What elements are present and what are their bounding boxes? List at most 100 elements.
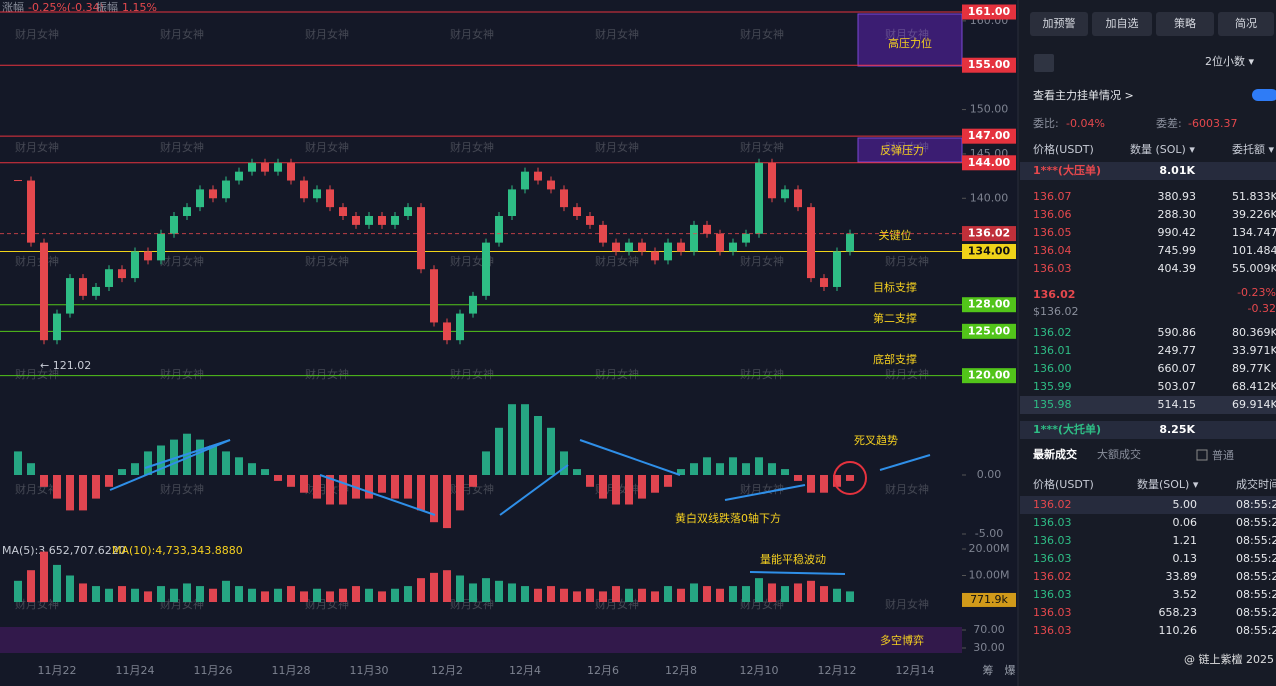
macd-bar: [495, 427, 503, 475]
price-cell: 136.00: [1033, 362, 1072, 375]
decimals-select: 2位小数 ▾: [1205, 54, 1254, 68]
level-box: [962, 128, 1016, 144]
candle: [144, 251, 152, 261]
button-bg: [1218, 12, 1274, 36]
annotation: 关键位: [879, 228, 912, 242]
macd-bar: [742, 463, 750, 475]
macd-bar: [209, 445, 217, 475]
macd-bar: [703, 457, 711, 475]
macd-bar: [443, 475, 451, 529]
trade-qty: 0.13: [1173, 552, 1198, 565]
header-label: 振幅: [96, 0, 118, 14]
candle: [105, 269, 113, 287]
macd-bar: [521, 404, 529, 475]
macd-bar: [638, 475, 646, 499]
volume-bar: [729, 586, 737, 602]
volume-bar: [612, 586, 620, 602]
candle: [274, 162, 282, 172]
main-orders-link: 查看主力挂单情况 >: [1033, 88, 1134, 102]
button-bg: [1030, 12, 1088, 36]
amount-cell: 33.971K: [1232, 344, 1276, 357]
level-box: [962, 368, 1016, 384]
arrow: [749, 571, 846, 575]
macd-bar: [131, 463, 139, 475]
watermark: 财月女神: [305, 254, 349, 268]
volume-bar: [391, 588, 399, 602]
corner-icon: 筹: [983, 663, 994, 677]
volume-bar: [534, 588, 542, 602]
macd-bar: [404, 475, 412, 499]
macd-bar: [248, 463, 256, 475]
volume-bar: [482, 578, 490, 602]
trade-time: 08:55:28: [1236, 552, 1276, 565]
volume-bar: [53, 564, 61, 602]
volume-bar: [105, 588, 113, 602]
volume-bar: [495, 580, 503, 602]
volume-bar: [157, 586, 165, 602]
macd-bar: [547, 427, 555, 475]
button-bg: [1092, 12, 1152, 36]
macd-bar: [66, 475, 74, 511]
level-label: 155.00: [968, 58, 1011, 71]
candle: [79, 278, 87, 296]
macd-bar: [482, 451, 490, 475]
level-label: 125.00: [968, 324, 1011, 337]
level-label: 147.00: [968, 129, 1011, 142]
annotation: 死叉趋势: [854, 434, 898, 447]
amount-cell: 101.484K: [1232, 244, 1276, 257]
header-value: -0.25%(-0.34): [28, 1, 104, 14]
date-label: 12月14: [896, 664, 935, 677]
watermark: 财月女神: [15, 140, 59, 154]
book-header: 委托额 ▾: [1232, 142, 1274, 156]
date-label: 11月28: [272, 664, 311, 677]
volume-bar: [118, 586, 126, 602]
volume-bar: [339, 588, 347, 602]
watermark: 财月女神: [740, 482, 784, 496]
volume-bar: [625, 588, 633, 602]
amount-cell: 69.914K: [1232, 398, 1276, 411]
diff-value: -6003.37: [1188, 117, 1237, 130]
date-label: 12月2: [431, 664, 463, 677]
annotation: 黄白双线跌落0轴下方: [675, 511, 781, 525]
watermark: 财月女神: [450, 140, 494, 154]
watermark: 财月女神: [15, 482, 59, 496]
trade-time: 08:55:29: [1236, 516, 1276, 529]
macd-tick-label: -5.00: [975, 527, 1003, 540]
macd-bar: [430, 475, 438, 523]
macd-bar: [417, 475, 425, 511]
last-change-pct: -0.23%: [1237, 286, 1276, 299]
candle: [365, 216, 373, 225]
zone-label: 反弹压力: [880, 143, 924, 157]
toolbar-button: 加自选: [1106, 17, 1139, 30]
macd-tick-label: 0.00: [977, 468, 1002, 481]
arrow: [144, 439, 231, 469]
candle: [443, 322, 451, 341]
volume-bar: [274, 588, 282, 602]
level-label: 134.00: [968, 244, 1011, 257]
candle: [352, 216, 360, 225]
candle: [209, 189, 217, 199]
volume-bar: [677, 588, 685, 602]
volume-bar: [27, 570, 35, 602]
macd-bar: [625, 475, 633, 505]
candle: [66, 278, 74, 314]
trade-price: 136.03: [1033, 552, 1072, 565]
date-label: 11月30: [350, 664, 389, 677]
volume-bar: [66, 575, 74, 602]
price-cell: 136.02: [1033, 326, 1072, 339]
watermark: 财月女神: [160, 482, 204, 496]
price-cell: 136.03: [1033, 262, 1072, 275]
date-label: 12月6: [587, 664, 619, 677]
watermark: 财月女神: [15, 367, 59, 381]
volume-bar: [170, 588, 178, 602]
volume-bar: [79, 583, 87, 602]
volume-bar: [781, 586, 789, 602]
candle: [807, 207, 815, 279]
candle: [573, 207, 581, 217]
trade-time: 08:55:28: [1236, 534, 1276, 547]
volume-bar: [586, 588, 594, 602]
amount-cell: 55.009K: [1232, 262, 1276, 275]
watermark: 财月女神: [15, 254, 59, 268]
date-label: 12月10: [740, 664, 779, 677]
